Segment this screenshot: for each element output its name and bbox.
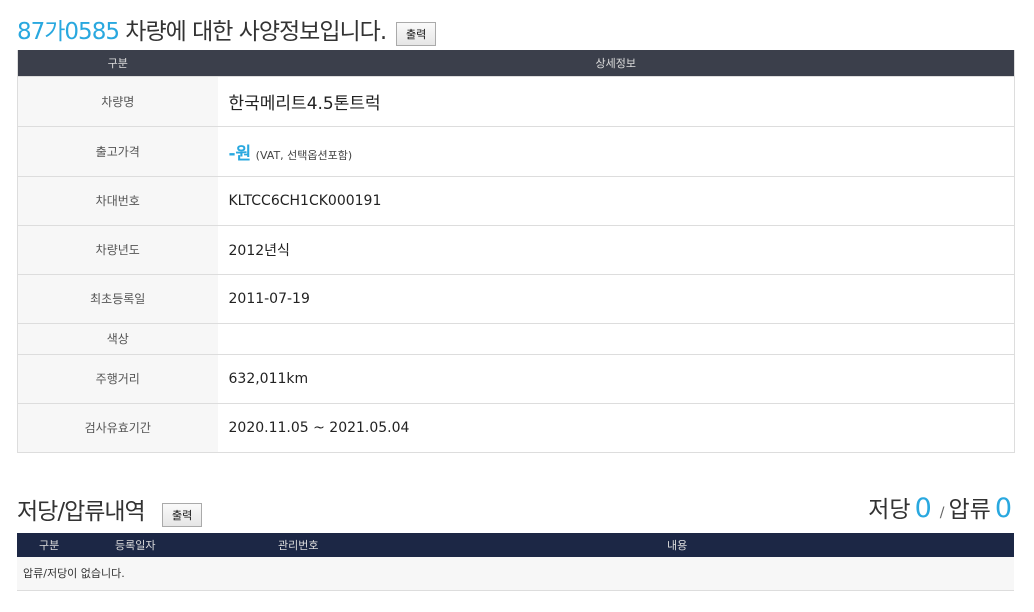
lien-table: 구분 등록일자 관리번호 내용 압류/저당이 없습니다. <box>17 533 1014 591</box>
plate-number: 87가0585 <box>17 19 120 45</box>
year-value: 2012년식 <box>217 224 1015 274</box>
seizure-count: 0 <box>994 493 1012 524</box>
header-date: 등록일자 <box>105 533 267 557</box>
mortgage-count: 0 <box>914 493 932 524</box>
mortgage-label: 저당 <box>868 497 911 523</box>
separator: / <box>939 505 945 521</box>
spec-table: 구분 상세정보 차량명 한국메리트4.5톤트럭 출고가격 -원 (VAT, 선택옵션포… <box>17 50 1015 453</box>
row-label: 색상 <box>17 322 218 354</box>
seizure-label: 압류 <box>948 497 991 523</box>
print-spec-button[interactable]: 출력 <box>396 22 437 46</box>
header-category: 구분 <box>17 50 218 76</box>
lien-title: 저당/압류내역 <box>17 499 146 525</box>
spec-row: 검사유효기간 2020.11.05 ~ 2021.05.04 <box>17 402 1015 452</box>
inspection-period-value: 2020.11.05 ~ 2021.05.04 <box>217 402 1015 452</box>
title-text: 차량에 대한 사양정보입니다. <box>125 19 387 45</box>
header-content: 내용 <box>667 533 1014 557</box>
empty-message: 압류/저당이 없습니다. <box>17 557 1014 591</box>
mileage-value: 632,011km <box>217 353 1015 403</box>
spec-row: 색상 <box>17 322 1015 354</box>
spec-row: 차량년도 2012년식 <box>17 224 1015 274</box>
spec-row: 출고가격 -원 (VAT, 선택옵션포함) <box>17 125 1015 176</box>
header-detail: 상세정보 <box>217 50 1015 76</box>
spec-row: 주행거리 632,011km <box>17 353 1015 403</box>
row-label: 최초등록일 <box>17 273 218 323</box>
header-category: 구분 <box>17 533 105 557</box>
spec-row: 최초등록일 2011-07-19 <box>17 273 1015 323</box>
row-label: 주행거리 <box>17 353 218 403</box>
spec-row: 차대번호 KLTCC6CH1CK000191 <box>17 175 1015 225</box>
registration-date-value: 2011-07-19 <box>217 273 1015 323</box>
vin-value: KLTCC6CH1CK000191 <box>217 175 1015 225</box>
spec-row: 차량명 한국메리트4.5톤트럭 <box>17 75 1015 126</box>
row-label: 검사유효기간 <box>17 402 218 452</box>
header-management-number: 관리번호 <box>267 533 667 557</box>
row-label: 차량명 <box>17 75 218 126</box>
lien-summary: 저당 0/압류 0 <box>868 490 1012 524</box>
print-lien-button[interactable]: 출력 <box>162 503 203 527</box>
price-note: (VAT, 선택옵션포함) <box>255 148 353 162</box>
row-label: 출고가격 <box>17 125 218 176</box>
vehicle-name: 한국메리트4.5톤트럭 <box>228 93 381 114</box>
row-label: 차량년도 <box>17 224 218 274</box>
price-value: -원 <box>228 143 252 164</box>
row-label: 차대번호 <box>17 175 218 225</box>
color-value <box>217 322 1015 354</box>
page-title: 87가0585 차량에 대한 사양정보입니다. <box>17 12 387 46</box>
